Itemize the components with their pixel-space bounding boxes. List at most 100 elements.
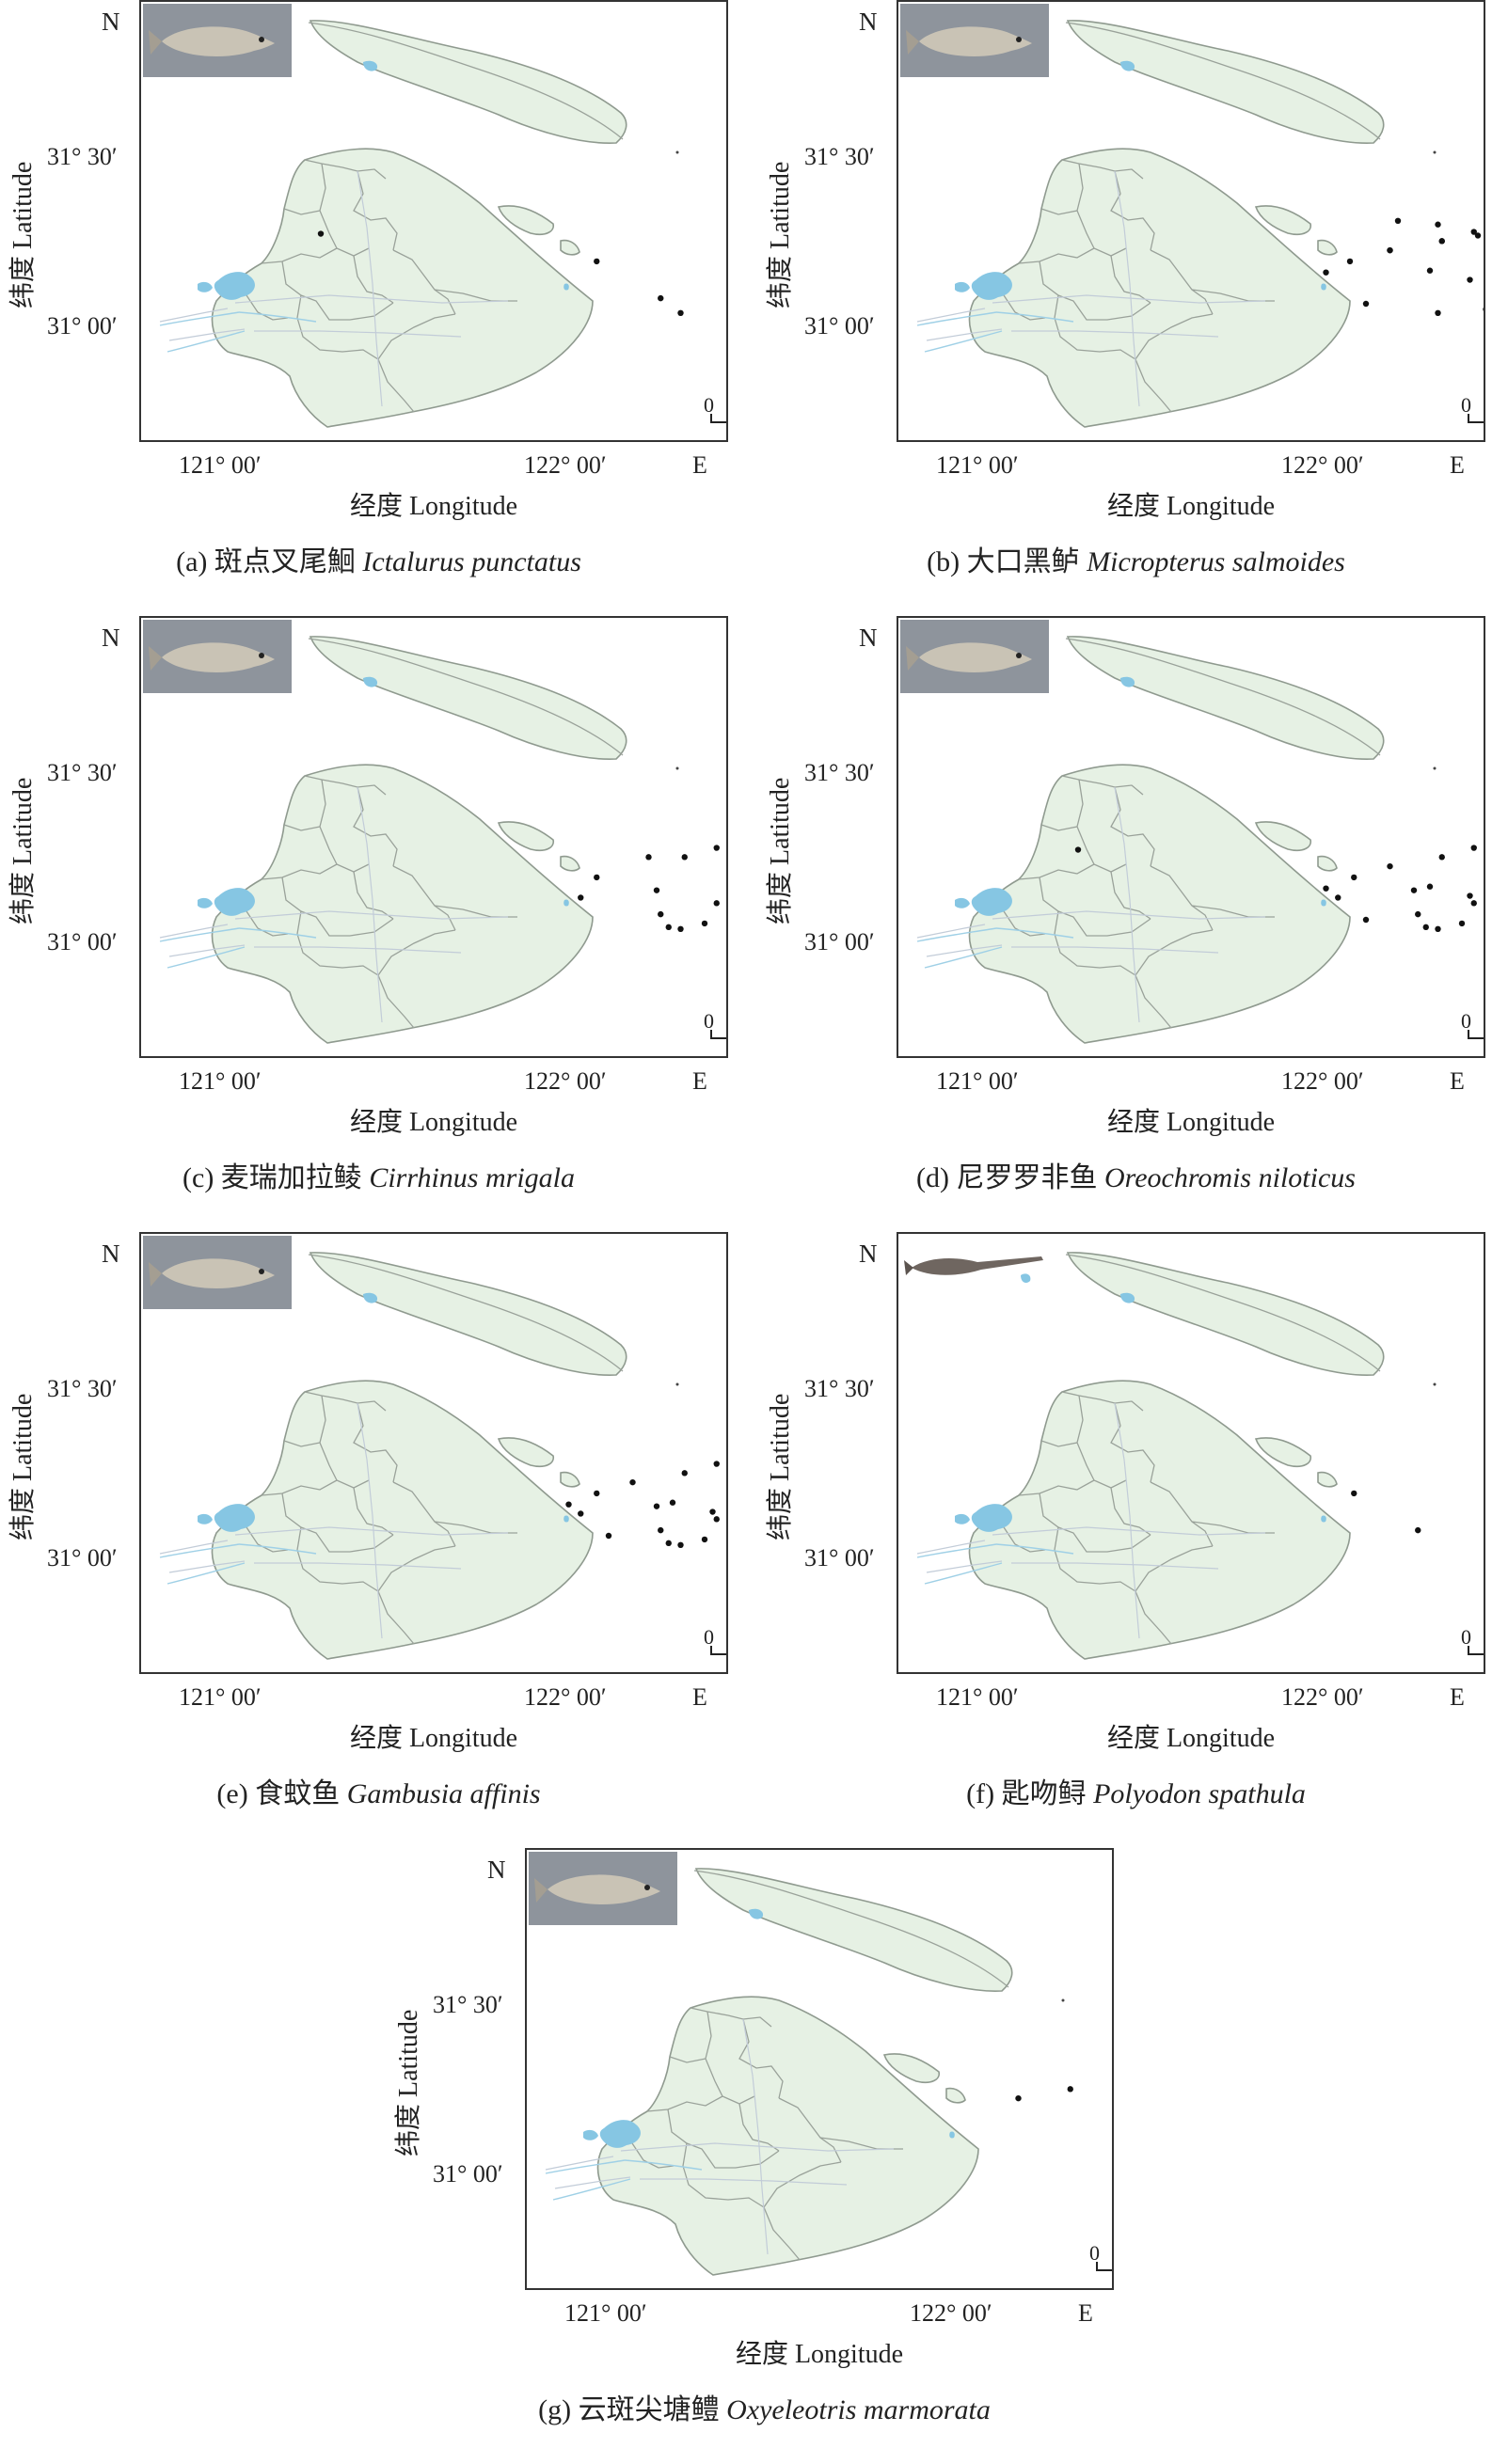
scale-bar-tick — [1468, 1646, 1469, 1655]
district-boundary — [377, 1545, 456, 1592]
survey-site-dot — [701, 920, 708, 927]
survey-site-dot — [713, 1461, 720, 1467]
road-line — [168, 1560, 246, 1573]
map-panel: 01530 km N 31° 30′ 31° 00′ 121° 00′ 122° 00′ E… — [757, 1232, 1508, 1848]
panel-caption: (c) 麦瑞加拉鲮 Cirrhinus mrigala — [0, 1154, 757, 1195]
chongming-island — [309, 20, 627, 144]
district-boundary — [296, 294, 379, 360]
lon-tick-121: 121° 00′ — [936, 451, 1019, 479]
river-line — [238, 1543, 317, 1555]
scale-bar: 01530 km — [702, 1009, 726, 1050]
lat-tick-31-00: 31° 00′ — [804, 1544, 875, 1572]
shanghai-map — [916, 636, 1477, 1044]
survey-site-dot — [709, 1508, 716, 1515]
lat-tick-31-30: 31° 30′ — [47, 1375, 118, 1402]
survey-site-dot — [669, 1499, 676, 1506]
district-boundary — [304, 1391, 387, 1412]
map-marker — [1433, 766, 1437, 770]
caption-scientific-name: Micropterus salmoides — [1087, 546, 1345, 577]
y-axis-label-text: 纬度 Latitude — [766, 1393, 795, 1540]
road-line — [159, 1540, 229, 1555]
changxing-island — [497, 821, 554, 852]
scale-bar-line — [1468, 421, 1484, 423]
survey-site-dot — [658, 910, 664, 918]
map-frame: 01530 km — [525, 1848, 1114, 2290]
scale-label-0: 0 — [1089, 2241, 1100, 2265]
scale-label-0: 0 — [1461, 1009, 1471, 1033]
river-line — [924, 330, 1003, 353]
district-boundary — [1135, 1545, 1214, 1592]
road-line — [1011, 946, 1219, 954]
x-axis-label: 经度 Longitude — [1106, 1108, 1276, 1137]
district-boundary — [1040, 208, 1078, 215]
survey-site-dot — [1470, 845, 1477, 851]
survey-site-dot — [1438, 238, 1445, 245]
district-boundary — [296, 910, 379, 976]
river-line — [552, 2178, 631, 2201]
fish-photo-icon — [900, 620, 1049, 693]
district-boundary — [296, 1526, 379, 1592]
survey-site-dot — [1351, 1490, 1357, 1497]
survey-site-dot — [658, 1526, 664, 1534]
lat-tick-31-00: 31° 00′ — [47, 312, 118, 340]
river-line — [238, 927, 317, 939]
x-axis-label: 经度 Longitude — [1106, 492, 1276, 521]
map-frame: 01530 km — [139, 1232, 728, 1674]
changxing-island — [1254, 1437, 1311, 1468]
mainland — [968, 764, 1351, 1044]
district-boundary — [646, 2095, 723, 2112]
paddlefish-photo-icon — [904, 1256, 1043, 1275]
lon-tick-122: 122° 00′ — [524, 451, 607, 479]
scale-bar: 01530 km — [1459, 1009, 1484, 1050]
road-line — [916, 924, 986, 939]
map-marker — [675, 1382, 679, 1386]
chongming-island — [1066, 20, 1385, 144]
north-label: N — [859, 8, 878, 36]
survey-site-dot — [681, 1470, 688, 1477]
chongming-island — [309, 1252, 627, 1376]
survey-site-dot — [1458, 920, 1466, 927]
lat-tick-31-00: 31° 00′ — [804, 928, 875, 956]
road-line — [254, 1562, 462, 1570]
road-line — [357, 1402, 383, 1639]
road-line — [1114, 170, 1140, 407]
lake — [955, 281, 970, 292]
survey-site-dot — [1422, 924, 1429, 931]
caption-scientific-name: Ictalurus punctatus — [362, 546, 581, 577]
lon-tick-122: 122° 00′ — [524, 1067, 607, 1095]
lon-tick-121: 121° 00′ — [179, 1067, 262, 1095]
district-boundary — [304, 159, 387, 180]
lat-tick-31-00: 31° 00′ — [433, 2160, 503, 2188]
lake — [1120, 676, 1135, 687]
lon-tick-122: 122° 00′ — [1281, 1683, 1364, 1711]
river-line — [995, 1543, 1074, 1555]
scale-label-0: 0 — [1461, 393, 1471, 417]
river-line — [924, 1562, 1003, 1585]
map-panel: 01530 km N 31° 30′ 31° 00′ 121° 00′ 122° 00′ E… — [0, 1232, 757, 1848]
map-panel: 01530 km N 31° 30′ 31° 00′ 121° 00′ 122° 00′ E… — [0, 0, 757, 616]
road-line — [357, 786, 383, 1023]
north-label: N — [102, 1240, 120, 1268]
river-line — [995, 311, 1074, 323]
district-boundary — [283, 824, 321, 831]
east-label: E — [1078, 2299, 1093, 2327]
shanghai-map — [159, 20, 684, 428]
lake — [1120, 1292, 1135, 1303]
panel-caption: (e) 食蚊鱼 Gambusia affinis — [0, 1770, 757, 1811]
scale-bar: 01530 km — [1459, 1625, 1484, 1666]
district-boundary — [1135, 974, 1172, 1029]
survey-site-dot — [1435, 925, 1441, 932]
road-line — [742, 2018, 769, 2255]
lon-tick-121: 121° 00′ — [179, 1683, 262, 1711]
small-island — [1317, 239, 1338, 256]
y-axis-label-text: 纬度 Latitude — [766, 777, 795, 924]
district-boundary — [1150, 865, 1214, 931]
caption-chinese: (c) 麦瑞加拉鲮 — [183, 1162, 370, 1193]
survey-site-dot — [594, 874, 600, 881]
road-line — [168, 328, 246, 341]
lon-tick-122: 122° 00′ — [1281, 451, 1364, 479]
island-outline — [308, 638, 624, 756]
y-axis-label-text: 纬度 Latitude — [8, 1393, 38, 1540]
survey-site-dot — [665, 1540, 672, 1547]
road-line — [254, 330, 462, 338]
